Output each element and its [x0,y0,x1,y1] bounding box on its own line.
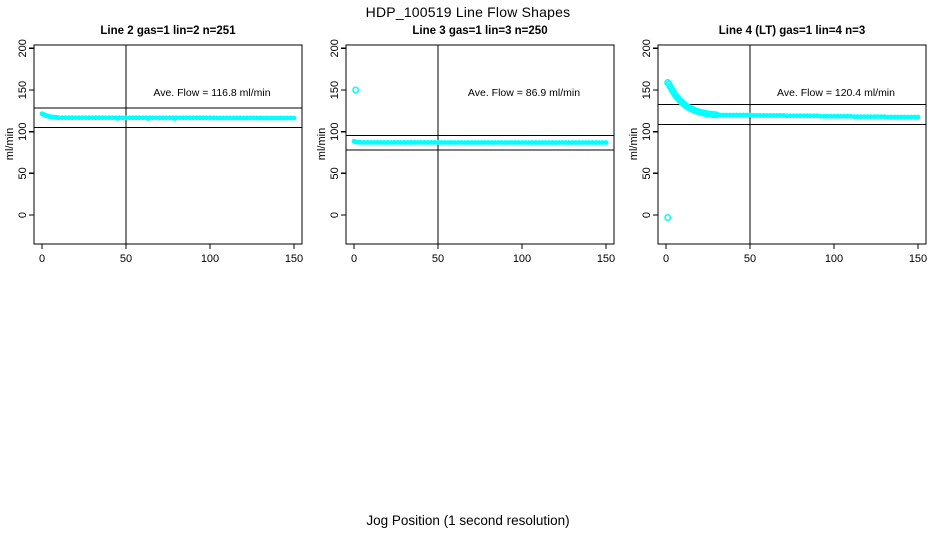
x-tick-label: 100 [513,253,531,265]
x-tick-label: 100 [201,253,219,265]
plot-panel-line4: Line 4 (LT) gas=1 lin=4 n=3 0 50 100 150 0 50 1… [628,25,927,265]
average-flow-annotation: Ave. Flow = 86.9 ml/min [468,87,580,99]
y-tick-label: 100 [641,122,653,140]
x-tick-label: 50 [744,253,756,265]
y-tick-label: 0 [329,212,341,218]
x-tick-label: 50 [432,253,444,265]
x-tick-label: 150 [909,253,927,265]
flow-data-band [39,111,297,121]
panel-title: Line 3 gas=1 lin=3 n=250 [412,25,547,37]
average-flow-annotation: Ave. Flow = 120.4 ml/min [777,87,895,99]
x-tick-label: 100 [825,253,843,265]
y-tick-label: 50 [17,167,29,179]
flow-data-stray-points [116,119,176,122]
panel-title: Line 2 gas=1 lin=2 n=251 [100,25,236,37]
y-tick-label: 0 [641,212,653,218]
x-tick-label: 150 [285,253,303,265]
y-axis-label: ml/min [4,128,16,160]
main-title: HDP_100519 Line Flow Shapes [365,4,571,20]
flow-data-band [714,112,921,120]
x-tick-label: 0 [351,253,357,265]
average-flow-annotation: Ave. Flow = 116.8 ml/min [153,87,270,99]
x-tick-label: 150 [597,253,615,265]
y-tick-label: 100 [329,122,341,140]
flow-data-open-points [664,79,720,221]
y-tick-label: 200 [641,39,653,57]
plot-box [345,44,615,245]
flow-data-open-points [352,86,360,94]
x-tick-label: 0 [39,253,45,265]
plot-panel-line3: Line 3 gas=1 lin=3 n=250 0 50 100 150 0 50 100 1… [316,25,615,265]
y-axis-label: ml/min [316,128,328,160]
y-tick-label: 150 [329,81,341,99]
y-tick-label: 200 [17,39,29,57]
y-tick-label: 50 [329,167,341,179]
x-tick-label: 50 [120,253,132,265]
plot-box [33,44,303,245]
plot-box [657,44,927,245]
y-tick-label: 150 [17,81,29,99]
panel-title: Line 4 (LT) gas=1 lin=4 n=3 [719,25,865,37]
flow-data-band [351,138,609,145]
y-tick-label: 50 [641,167,653,179]
plot-panel-line2: Line 2 gas=1 lin=2 n=251 0 50 100 150 0 50 100 1… [4,25,303,265]
y-tick-label: 200 [329,39,341,57]
x-tick-label: 0 [663,253,669,265]
y-tick-label: 100 [17,122,29,140]
y-tick-label: 150 [641,81,653,99]
x-axis-outer-label: Jog Position (1 second resolution) [366,513,570,528]
y-axis-label: ml/min [628,128,640,160]
y-tick-label: 0 [17,212,29,218]
